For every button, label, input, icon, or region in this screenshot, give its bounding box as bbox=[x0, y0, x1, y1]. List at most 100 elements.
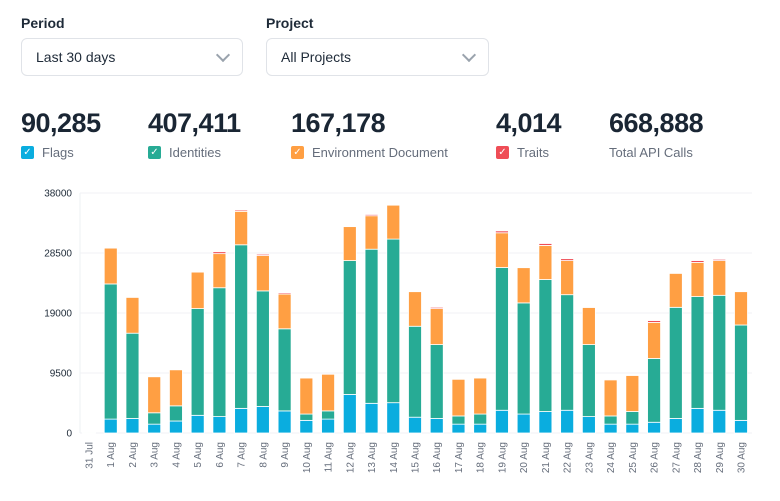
x-tick-label: 4 Aug bbox=[171, 442, 182, 468]
x-tick-label: 11 Aug bbox=[324, 442, 335, 472]
bar-segment-flags bbox=[147, 423, 162, 434]
bar-segment-flags bbox=[712, 409, 727, 434]
bar-segment-flags bbox=[125, 418, 140, 434]
checkbox-checked-icon[interactable]: ✓ bbox=[291, 146, 304, 159]
stat-identities: 407,411 ✓ Identities bbox=[148, 108, 241, 160]
bar-segment-traits bbox=[516, 266, 531, 269]
bar-segment-traits bbox=[429, 306, 444, 309]
bar-segment-environment-document bbox=[451, 378, 466, 417]
bar-segment-identities bbox=[625, 411, 640, 425]
bar-segment-flags bbox=[234, 407, 249, 434]
bar-segment-identities bbox=[103, 283, 118, 420]
bar-segment-identities bbox=[299, 413, 314, 421]
bar-segment-flags bbox=[103, 418, 118, 434]
x-tick-label: 1 Aug bbox=[106, 442, 117, 468]
bar-segment-identities bbox=[386, 238, 401, 404]
bar-segment-environment-document bbox=[386, 204, 401, 240]
bar-segment-traits bbox=[255, 253, 270, 256]
x-tick-label: 21 Aug bbox=[541, 442, 552, 473]
bar-segment-environment-document bbox=[538, 245, 553, 280]
checkbox-checked-icon[interactable]: ✓ bbox=[148, 146, 161, 159]
bar-segment-flags bbox=[581, 416, 596, 434]
stat-value: 668,888 bbox=[609, 108, 704, 138]
stat-value: 90,285 bbox=[21, 108, 101, 138]
bar-segment-flags bbox=[190, 414, 205, 434]
bar-segment-environment-document bbox=[321, 373, 335, 412]
x-tick-label: 22 Aug bbox=[563, 442, 574, 473]
bar-segment-traits bbox=[495, 230, 509, 234]
bar-segment-traits bbox=[277, 292, 292, 295]
bar-segment-environment-document bbox=[581, 306, 596, 345]
bar-segment-flags bbox=[690, 407, 705, 434]
stat-environment-document: 167,178 ✓ Environment Document bbox=[291, 108, 448, 160]
stat-value: 167,178 bbox=[291, 108, 386, 138]
bar-segment-identities bbox=[429, 344, 444, 419]
y-tick-label: 9500 bbox=[50, 369, 73, 380]
bar-segment-flags bbox=[321, 418, 335, 434]
x-tick-label: 9 Aug bbox=[280, 442, 291, 468]
legend-identities[interactable]: ✓ Identities bbox=[148, 145, 241, 160]
bar-segment-traits bbox=[386, 203, 401, 206]
x-tick-label: 5 Aug bbox=[193, 442, 204, 468]
bar-segment-traits bbox=[190, 270, 205, 273]
checkbox-checked-icon[interactable]: ✓ bbox=[21, 146, 34, 159]
bar-segment-flags bbox=[473, 423, 488, 434]
x-tick-label: 27 Aug bbox=[671, 442, 682, 473]
bar-segment-flags bbox=[538, 411, 553, 434]
bar-segment-environment-document bbox=[625, 375, 640, 412]
bar-segment-environment-document bbox=[560, 260, 575, 296]
bar-segment-traits bbox=[581, 306, 596, 308]
bar-segment-flags bbox=[668, 418, 683, 434]
bar-segment-environment-document bbox=[299, 377, 314, 415]
project-select[interactable]: All Projects bbox=[266, 38, 489, 76]
x-tick-label: 17 Aug bbox=[454, 442, 465, 473]
bar-segment-traits bbox=[125, 296, 140, 298]
legend-flags[interactable]: ✓ Flags bbox=[21, 145, 101, 160]
bar-segment-flags bbox=[255, 406, 270, 434]
period-value: Last 30 days bbox=[36, 49, 116, 65]
bar-segment-identities bbox=[234, 244, 249, 409]
legend-label: Identities bbox=[169, 145, 222, 160]
bar-segment-environment-document bbox=[277, 293, 292, 330]
x-tick-label: 25 Aug bbox=[628, 442, 639, 473]
bar-segment-traits bbox=[408, 290, 422, 293]
bar-segment-flags bbox=[386, 402, 401, 434]
bar-segment-identities bbox=[147, 412, 162, 425]
x-tick-label: 6 Aug bbox=[215, 442, 226, 468]
bar-segment-identities bbox=[734, 324, 748, 421]
legend-traits[interactable]: ✓ Traits bbox=[496, 145, 561, 160]
bar-segment-identities bbox=[668, 306, 683, 419]
bar-segment-identities bbox=[560, 294, 575, 411]
legend-environment-document[interactable]: ✓ Environment Document bbox=[291, 145, 448, 160]
legend-label: Environment Document bbox=[312, 145, 448, 160]
bar-segment-environment-document bbox=[342, 226, 357, 261]
bar-segment-flags bbox=[560, 409, 575, 434]
x-tick-label: 23 Aug bbox=[584, 442, 595, 473]
bar-segment-environment-document bbox=[190, 271, 205, 309]
bar-segment-traits bbox=[103, 246, 118, 249]
x-tick-label: 29 Aug bbox=[715, 442, 726, 473]
project-value: All Projects bbox=[281, 49, 352, 65]
legend-label: Total API Calls bbox=[609, 145, 693, 160]
x-tick-label: 20 Aug bbox=[519, 442, 530, 473]
stat-total-api-calls: 668,888 Total API Calls bbox=[609, 108, 704, 160]
x-tick-label: 24 Aug bbox=[606, 442, 617, 473]
bar-segment-identities bbox=[212, 287, 227, 417]
bar-segment-environment-document bbox=[125, 296, 140, 334]
bar-segment-environment-document bbox=[712, 260, 727, 296]
bar-segment-flags bbox=[408, 416, 422, 434]
bar-segment-identities bbox=[255, 290, 270, 407]
x-tick-label: 15 Aug bbox=[411, 442, 422, 473]
y-tick-label: 19000 bbox=[44, 309, 72, 320]
period-select[interactable]: Last 30 days bbox=[21, 38, 243, 76]
bar-segment-flags bbox=[495, 409, 509, 434]
bar-segment-flags bbox=[516, 413, 531, 434]
bar-segment-traits bbox=[364, 214, 379, 217]
bar-segment-identities bbox=[451, 415, 466, 425]
bar-segment-environment-document bbox=[169, 369, 183, 407]
checkbox-checked-icon[interactable]: ✓ bbox=[496, 146, 509, 159]
bar-segment-identities bbox=[581, 344, 596, 417]
bar-segment-identities bbox=[321, 410, 335, 420]
legend-label: Flags bbox=[42, 145, 74, 160]
bar-segment-traits bbox=[734, 290, 748, 293]
